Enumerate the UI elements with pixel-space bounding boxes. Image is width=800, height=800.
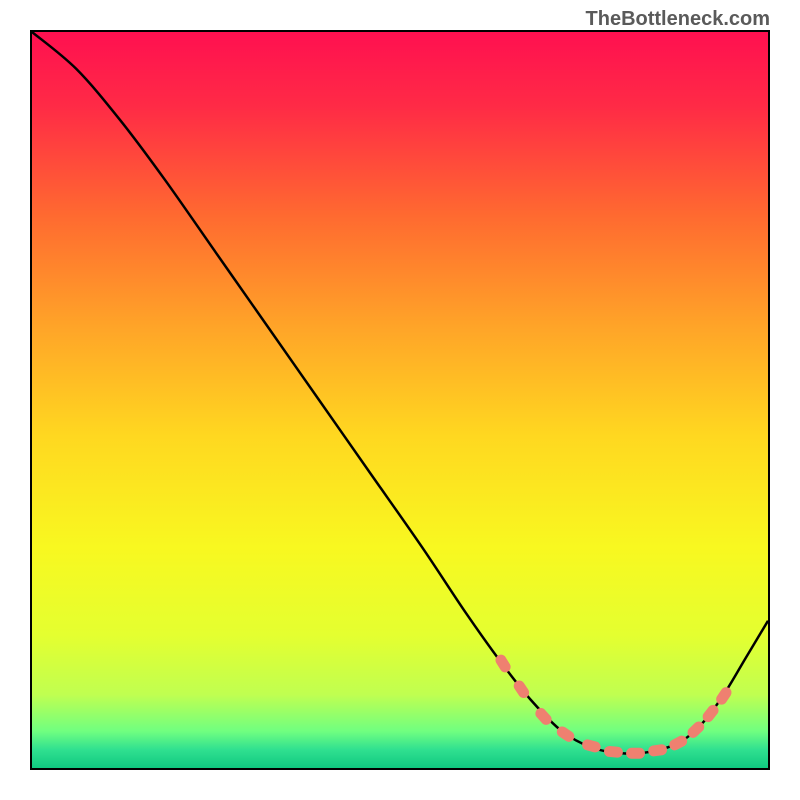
- curve-marker: [627, 748, 645, 758]
- watermark-text: TheBottleneck.com: [586, 8, 770, 31]
- curve-layer: [32, 32, 768, 768]
- plot-area: [30, 30, 770, 770]
- markers-group: [494, 653, 733, 758]
- curve-marker: [668, 734, 688, 751]
- chart-container: TheBottleneck.com: [0, 0, 800, 800]
- curve-marker: [648, 744, 667, 756]
- curve-marker: [604, 746, 623, 757]
- curve-marker: [581, 739, 601, 753]
- bottleneck-curve: [32, 32, 768, 754]
- curve-marker: [534, 707, 553, 727]
